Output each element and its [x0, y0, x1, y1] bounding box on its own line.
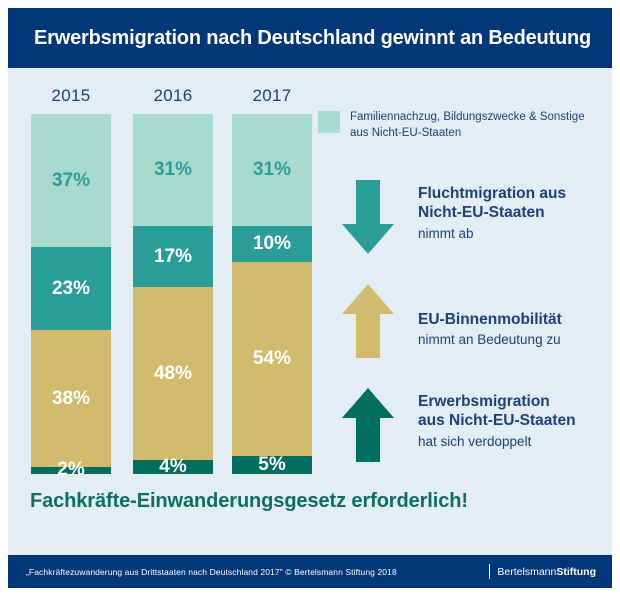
page-title: Erwerbsmigration nach Deutschland gewinn…	[34, 26, 592, 49]
annotation-eu-binnenmobilitaet: EU-Binnenmobilität nimmt an Bedeutung zu	[342, 284, 562, 363]
segment-work-2017: 5%	[232, 453, 312, 475]
content-area: 2015 2016 2017 37% 23% 38% 2% 31% 17% 48…	[8, 68, 612, 555]
annotation-text: EU-Binnenmobilität nimmt an Bedeutung zu	[418, 284, 562, 349]
header-banner: Erwerbsmigration nach Deutschland gewinn…	[8, 8, 612, 68]
logo-text-light: Bertelsmann	[497, 565, 557, 578]
segment-value: 4%	[159, 455, 187, 477]
arrow-up-icon	[342, 388, 404, 467]
annotation-head-line2: aus Nicht-EU-Staaten	[418, 412, 576, 430]
segment-value: 23%	[51, 278, 91, 300]
legend-swatch-icon	[318, 111, 340, 133]
segment-other-2017: 31%	[232, 114, 312, 226]
legend-label-line2: aus Nicht-EU-Staaten	[350, 126, 462, 139]
stacked-bar-chart: 2015 2016 2017 37% 23% 38% 2% 31% 17% 48…	[8, 68, 338, 488]
segment-value: 31%	[252, 159, 292, 181]
segment-eu-2017: 54%	[232, 261, 312, 456]
footer-banner: „Fachkräftezuwanderung aus Drittstaaten …	[8, 555, 612, 588]
legend-label: Familiennachzug, Bildungszwecke & Sonsti…	[350, 110, 585, 141]
segment-eu-2016: 48%	[133, 286, 213, 460]
segment-value: 2%	[57, 459, 85, 481]
segment-value: 54%	[252, 348, 292, 370]
segment-work-2016: 4%	[133, 455, 213, 477]
segment-eu-2015: 38%	[31, 329, 111, 467]
bertelsmann-stiftung-logo: BertelsmannStiftung	[488, 564, 612, 579]
segment-value: 31%	[153, 159, 193, 181]
annotation-sub: hat sich verdoppelt	[418, 433, 532, 449]
annotation-sub: nimmt an Bedeutung zu	[418, 332, 561, 348]
segment-value: 38%	[51, 387, 91, 409]
annotation-fluchtmigration: Fluchtmigration aus Nicht-EU-Staaten nim…	[342, 180, 566, 259]
legend-label-line1: Familiennachzug, Bildungszwecke & Sonsti…	[350, 111, 585, 123]
logo-divider-icon	[488, 564, 491, 579]
annotation-erwerbsmigration: Erwerbsmigration aus Nicht-EU-Staaten ha…	[342, 388, 576, 467]
bar-2015: 37% 23% 38% 2%	[31, 114, 111, 479]
segment-value: 5%	[258, 453, 286, 475]
segment-other-2016: 31%	[133, 114, 213, 226]
segment-flight-2017: 10%	[232, 225, 312, 262]
annotation-head-line1: Fluchtmigration aus	[418, 185, 567, 202]
year-label-2017: 2017	[252, 86, 292, 105]
segment-value: 17%	[153, 245, 193, 267]
segment-flight-2015: 23%	[31, 247, 111, 330]
footer-source-text: „Fachkräftezuwanderung aus Drittstaaten …	[26, 566, 397, 577]
tagline: Fachkräfte-Einwanderungsgesetz erforderl…	[30, 490, 468, 512]
segment-work-2015: 2%	[31, 460, 111, 479]
segment-value: 10%	[252, 233, 292, 255]
segment-other-2015: 37%	[31, 114, 111, 248]
segment-value: 37%	[51, 170, 91, 192]
year-label-2016: 2016	[153, 86, 193, 105]
logo-text-bold: Stiftung	[556, 565, 596, 578]
bar-2016: 31% 17% 48% 4%	[133, 114, 213, 477]
year-label-2015: 2015	[51, 86, 91, 105]
annotation-text: Erwerbsmigration aus Nicht-EU-Staaten ha…	[418, 388, 576, 450]
segment-flight-2016: 17%	[133, 225, 213, 287]
logo-text: BertelsmannStiftung	[497, 566, 596, 578]
annotation-head-line1: EU-Binnenmobilität	[418, 311, 562, 328]
segment-value: 48%	[153, 362, 193, 384]
bar-2017: 31% 10% 54% 5%	[232, 114, 312, 474]
annotation-head-line2: Nicht-EU-Staaten	[418, 204, 545, 222]
arrow-up-icon	[342, 284, 404, 363]
arrow-down-icon	[342, 180, 404, 259]
annotation-text: Fluchtmigration aus Nicht-EU-Staaten nim…	[418, 180, 566, 242]
annotation-head-line1: Erwerbsmigration	[418, 393, 550, 410]
chart-legend: Familiennachzug, Bildungszwecke & Sonsti…	[318, 110, 585, 141]
annotation-sub: nimmt ab	[418, 225, 474, 241]
